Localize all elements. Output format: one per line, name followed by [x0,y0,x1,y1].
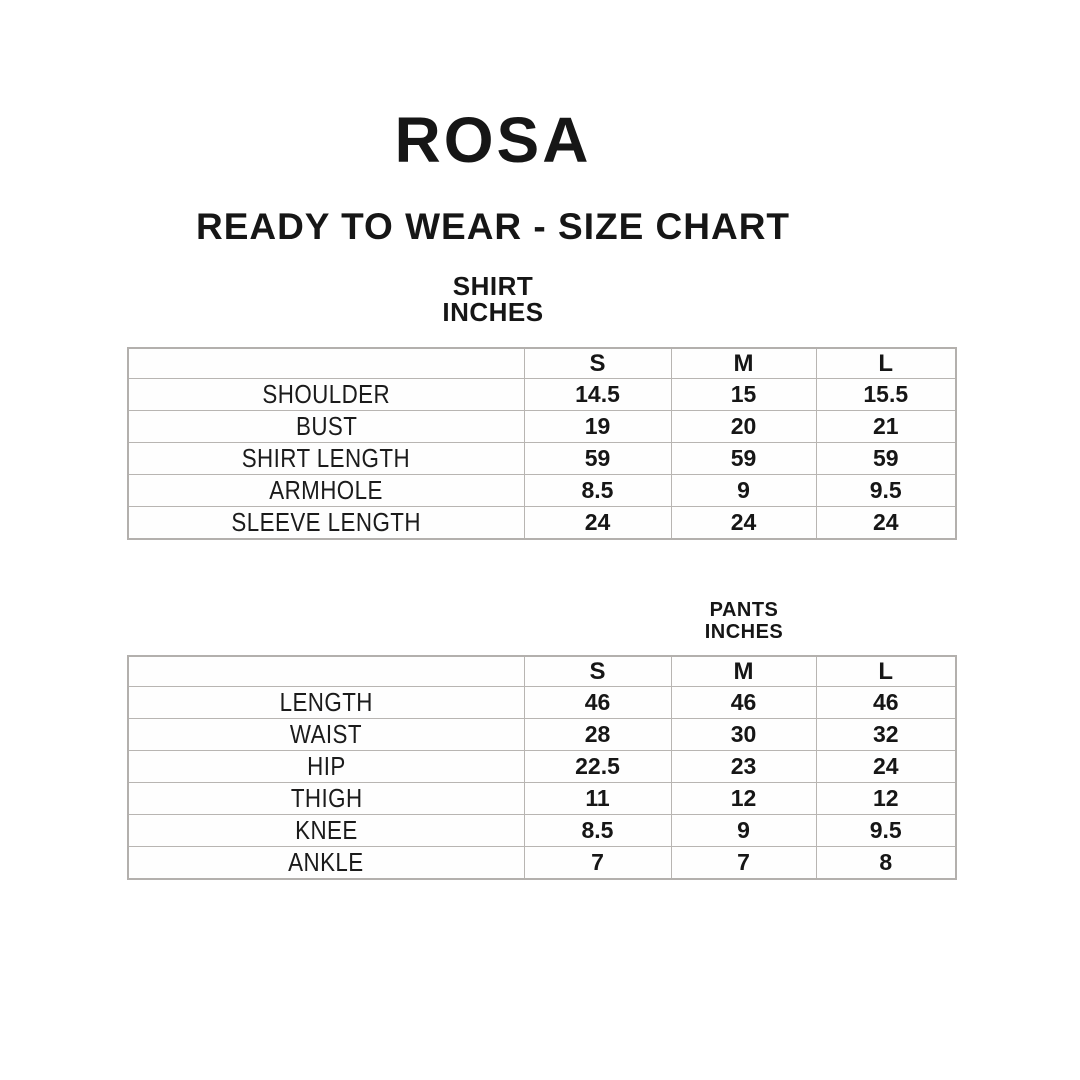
measurement-value: 59 [815,442,957,475]
table-row: THIGH 11 12 12 [127,782,957,815]
table-row: ARMHOLE 8.5 9 9.5 [127,474,957,507]
measurement-label: WAIST [127,718,525,751]
measurement-value: 24 [670,506,817,540]
measurement-label: ARMHOLE [127,474,525,507]
measurement-value: 14.5 [523,378,672,411]
measurement-value: 12 [670,782,817,815]
table-row: HIP 22.5 23 24 [127,750,957,783]
measurement-value: 9.5 [815,474,957,507]
measurement-value: 21 [815,410,957,443]
measurement-value: 46 [815,686,957,719]
measurement-label: SLEEVE LENGTH [127,506,525,540]
measurement-label: SHIRT LENGTH [127,442,525,475]
measurement-value: 19 [523,410,672,443]
measurement-value: 30 [670,718,817,751]
measurement-value: 24 [815,750,957,783]
measurement-value: 9.5 [815,814,957,847]
measurement-value: 8.5 [523,474,672,507]
measurement-value: 32 [815,718,957,751]
measurement-label: BUST [127,410,525,443]
measurement-value: 46 [523,686,672,719]
measurement-value: 59 [523,442,672,475]
table-row: SLEEVE LENGTH 24 24 24 [127,506,957,540]
measurement-value: 15 [670,378,817,411]
size-column-header-L: L [815,347,957,379]
measurement-value: 24 [815,506,957,540]
measurement-value: 23 [670,750,817,783]
pants-section-heading-line1: PANTS [709,599,779,621]
measurement-value: 28 [523,718,672,751]
measurement-value: 7 [523,846,672,880]
measurement-label: SHOULDER [127,378,525,411]
measure-column-header [127,655,525,687]
shirt-section-heading-line2: INCHES [442,297,544,327]
page-subtitle: READY TO WEAR - SIZE CHART [195,206,791,247]
table-row: WAIST 28 30 32 [127,718,957,751]
shirt-section-heading: SHIRT INCHES [0,273,986,325]
measurement-label: THIGH [127,782,525,815]
table-row: SHOULDER 14.5 15 15.5 [127,378,957,411]
measurement-value: 22.5 [523,750,672,783]
measurement-value: 24 [523,506,672,540]
size-column-header-S: S [523,655,672,687]
table-row: SHIRT LENGTH 59 59 59 [127,442,957,475]
measurement-label: LENGTH [127,686,525,719]
table-row: LENGTH 46 46 46 [127,686,957,719]
pants-section-heading-line2: INCHES [704,621,784,643]
measurement-value: 9 [670,474,817,507]
measure-column-header [127,347,525,379]
measurement-value: 11 [523,782,672,815]
measurement-label: HIP [127,750,525,783]
measurement-value: 12 [815,782,957,815]
size-column-header-M: M [670,347,817,379]
brand-title: ROSA [394,104,592,176]
pants-section-heading: PANTS INCHES [644,599,844,643]
measurement-label: KNEE [127,814,525,847]
size-column-header-M: M [670,655,817,687]
measurement-value: 15.5 [815,378,957,411]
measurement-value: 46 [670,686,817,719]
measurement-value: 59 [670,442,817,475]
measurement-value: 20 [670,410,817,443]
shirt-section-heading-line1: SHIRT [452,271,534,301]
measurement-value: 9 [670,814,817,847]
table-row: BUST 19 20 21 [127,410,957,443]
size-column-header-L: L [815,655,957,687]
table-row: ANKLE 7 7 8 [127,846,957,880]
measurement-value: 8.5 [523,814,672,847]
table-row: KNEE 8.5 9 9.5 [127,814,957,847]
measurement-label: ANKLE [127,846,525,880]
measurement-value: 7 [670,846,817,880]
measurement-value: 8 [815,846,957,880]
size-column-header-S: S [523,347,672,379]
